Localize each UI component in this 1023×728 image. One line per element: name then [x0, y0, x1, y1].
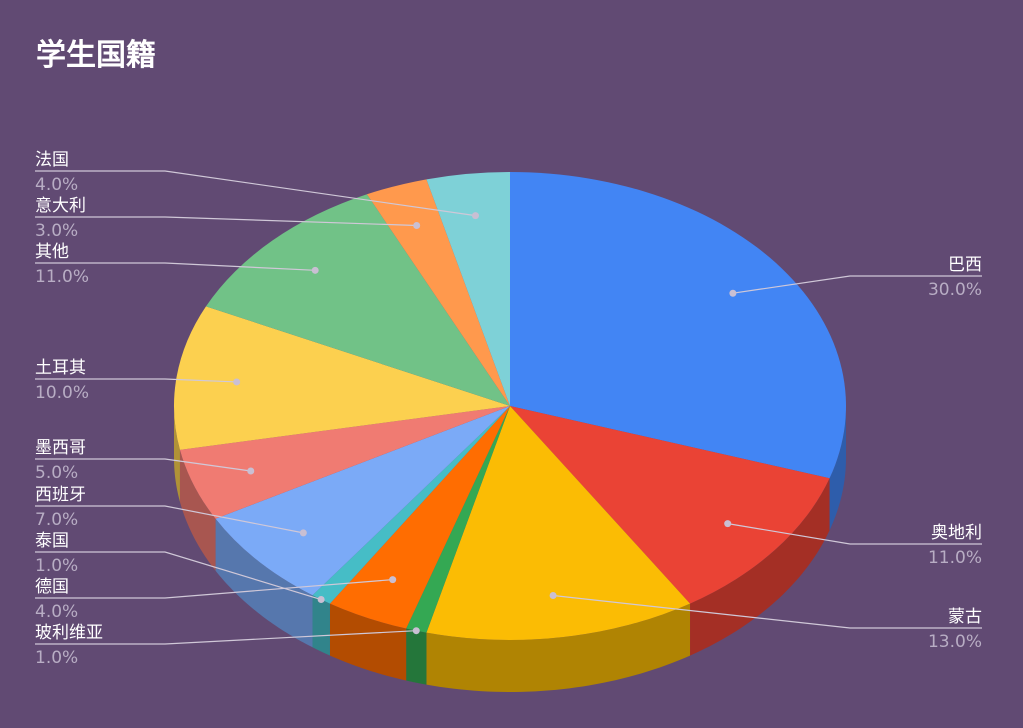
slice-side	[406, 628, 427, 685]
leader-line	[727, 523, 982, 545]
pie-slice	[312, 406, 510, 604]
slice-percent: 11.0%	[928, 548, 982, 568]
pie-slice	[426, 172, 510, 406]
leader-line	[35, 630, 417, 645]
leader-line	[35, 458, 251, 472]
leader-dot	[412, 627, 420, 635]
pie-slice	[215, 406, 510, 596]
leader-dot	[247, 467, 255, 475]
pie-slice	[205, 194, 511, 406]
leader-line	[553, 594, 982, 629]
leader-line	[35, 378, 237, 383]
slice-label: 土耳其	[35, 358, 86, 378]
pie-slice	[173, 306, 510, 450]
slice-percent: 13.0%	[928, 632, 982, 652]
leader-dot	[299, 529, 307, 537]
slice-side	[829, 406, 846, 531]
slice-percent: 11.0%	[35, 267, 89, 287]
slice-percent: 7.0%	[35, 510, 78, 530]
slice-label: 巴西	[948, 255, 982, 275]
leader-dot	[413, 221, 421, 229]
slice-label: 法国	[35, 150, 69, 170]
slice-label: 蒙古	[948, 607, 982, 627]
pie-slice	[366, 179, 510, 406]
leader-dot	[389, 576, 397, 584]
slice-label: 意大利	[35, 196, 86, 216]
slice-percent: 3.0%	[35, 221, 78, 241]
slice-percent: 1.0%	[35, 648, 78, 668]
slice-percent: 5.0%	[35, 463, 78, 483]
slice-label: 墨西哥	[35, 438, 86, 458]
leader-line	[35, 216, 417, 227]
leader-dot	[549, 592, 557, 600]
leader-line	[35, 579, 393, 599]
pie-slice	[510, 406, 830, 604]
pie-slice	[510, 172, 846, 479]
slice-label: 其他	[35, 242, 69, 262]
pie-slice	[426, 406, 691, 641]
slice-label: 西班牙	[35, 485, 86, 505]
slice-side	[329, 603, 407, 681]
slice-label: 泰国	[35, 531, 69, 551]
leader-dot	[729, 289, 737, 297]
slice-label: 德国	[35, 577, 69, 597]
slice-percent: 4.0%	[35, 175, 78, 195]
slice-percent: 30.0%	[928, 280, 982, 300]
slice-side	[174, 406, 180, 502]
leader-dot	[317, 596, 325, 604]
pie-slice	[406, 406, 510, 633]
leader-line	[35, 170, 476, 217]
leader-dot	[233, 378, 241, 386]
slice-side	[426, 603, 691, 692]
leader-line	[35, 505, 304, 534]
slice-label: 奥地利	[931, 523, 982, 543]
leader-line	[35, 551, 322, 601]
slice-side	[312, 595, 330, 656]
slice-side	[690, 478, 830, 656]
leader-line	[35, 262, 316, 271]
slice-percent: 1.0%	[35, 556, 78, 576]
leader-dot	[311, 266, 319, 274]
slice-side	[215, 518, 313, 648]
leader-dot	[724, 520, 732, 528]
pie-slice	[329, 406, 510, 629]
chart-title: 学生国籍	[36, 38, 156, 73]
slice-percent: 4.0%	[35, 602, 78, 622]
slice-side	[179, 449, 216, 571]
pie-slice	[179, 406, 510, 519]
slice-percent: 10.0%	[35, 383, 89, 403]
leader-dot	[471, 212, 479, 220]
slice-label: 玻利维亚	[35, 623, 103, 643]
leader-line	[732, 275, 982, 294]
